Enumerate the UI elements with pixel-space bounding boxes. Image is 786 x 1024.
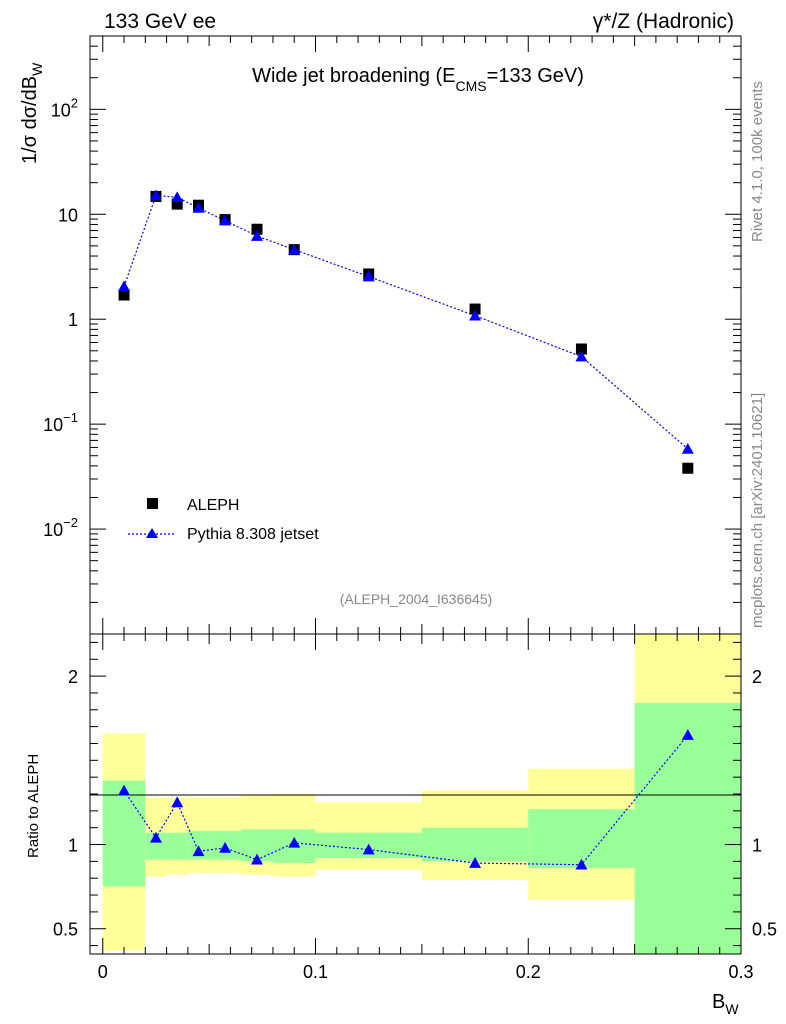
y-tick-base-0: 10 [43,520,63,540]
ratio-point-7 [362,843,375,855]
main-mc-polyline [123,194,689,450]
y-tick-exponent-4: 2 [71,95,78,110]
ratio-band-green-1 [145,832,167,860]
ratio-point-8 [469,857,482,868]
mcplots-url-text: mcplots.cern.ch [arXiv:2401.10621] [749,393,766,628]
mc-point-0 [118,280,131,292]
ratio-point-2 [171,796,184,808]
ratio-point-6 [288,836,301,848]
y-tick-exponent-0: −2 [63,515,78,530]
main-panel-frame [89,35,742,635]
mc-point-1 [149,189,162,201]
header-left: 133 GeV ee [104,10,216,33]
analysis-label: (ALEPH_2004_I636645) [340,591,493,607]
ratio-point-3 [192,845,205,857]
ratio-point-1 [149,831,162,843]
mc-point-7 [362,270,375,282]
data-point-10 [682,462,694,474]
ratio-mc-markers [118,729,694,870]
x-axis-label-sub: W [725,1001,739,1017]
y-tick-label-4: 102 [51,95,78,120]
x-tick-label-1: 0.1 [303,962,328,982]
chart-title: Wide jet broadening (ECMS=133 GeV) [252,65,584,94]
ratio-band-green-0 [102,780,146,887]
mc-point-9 [575,350,588,362]
y-tick-base-3: 10 [58,205,78,225]
ratio-tick-label-right-1: 1 [752,836,762,856]
data-point-0 [118,289,130,301]
axis-ticks [90,35,742,954]
mc-point-3 [192,201,205,213]
legend-pythia-label: Pythia 8.308 jetset [187,526,319,543]
ratio-point-4 [219,841,232,853]
ratio-point-10 [681,729,694,740]
ratio-y-axis-label: Ratio to ALEPH [25,754,42,858]
ratio-band-green-2 [166,832,188,860]
data-point-5 [251,223,263,235]
mc-point-2 [171,191,184,203]
x-axis-label: BW [712,991,739,1017]
main-mc-markers [118,189,694,454]
mc-point-10 [681,442,694,454]
ratio-tick-label-left-2: 2 [68,667,78,687]
mc-point-6 [288,243,301,255]
y-tick-base-2: 1 [68,310,78,330]
y-tick-label-2: 1 [68,310,78,330]
ratio-band-green-10 [634,703,741,954]
x-tick-label-2: 0.2 [516,962,541,982]
x-tick-label-0: 0 [98,962,108,982]
x-axis-label-main: B [712,991,725,1013]
data-point-2 [171,198,183,210]
ratio-bands [102,634,741,954]
mc-point-5 [251,230,264,241]
ratio-tick-label-right-2: 2 [752,667,762,687]
y-tick-label-1: 10−1 [43,410,78,435]
ratio-band-green-8 [421,827,529,862]
chart-title-sub: CMS [456,78,487,94]
x-tick-label-3: 0.3 [728,962,753,982]
main-data-markers [118,190,694,474]
y-axis-label-main: 1/σ dσ/dB [19,76,41,164]
y-tick-base-4: 10 [51,100,71,120]
mc-point-8 [469,309,482,321]
chart-title-main: Wide jet broadening (E [252,65,455,87]
ratio-point-5 [251,853,264,865]
header-right: γ*/Z (Hadronic) [593,10,734,33]
data-point-8 [469,303,481,315]
y-tick-base-1: 10 [43,415,63,435]
rivet-version-text: Rivet 4.1.0, 100k events [749,81,766,242]
chart-title-rest: =133 GeV) [487,65,584,87]
y-tick-exponent-1: −1 [63,410,78,425]
data-point-9 [575,343,587,355]
legend-aleph-marker [147,498,158,509]
main-mc-line [123,194,689,450]
y-axis-label-sub: W [29,62,45,76]
ratio-point-0 [118,784,131,796]
ratio-band-green-9 [528,809,635,869]
mc-point-4 [219,214,232,226]
y-axis-label: 1/σ dσ/dBW [19,62,45,164]
ratio-tick-label-left-0: 0.5 [53,920,78,940]
y-tick-label-0: 10−2 [43,515,78,540]
ratio-point-9 [575,858,588,870]
ratio-tick-label-right-0: 0.5 [752,920,777,940]
ratio-tick-label-left-1: 1 [68,836,78,856]
legend-pythia-marker [146,528,158,538]
y-tick-label-3: 10 [58,205,78,225]
legend-aleph-label: ALEPH [187,497,239,514]
legend: ALEPH Pythia 8.308 jetset [128,497,319,543]
